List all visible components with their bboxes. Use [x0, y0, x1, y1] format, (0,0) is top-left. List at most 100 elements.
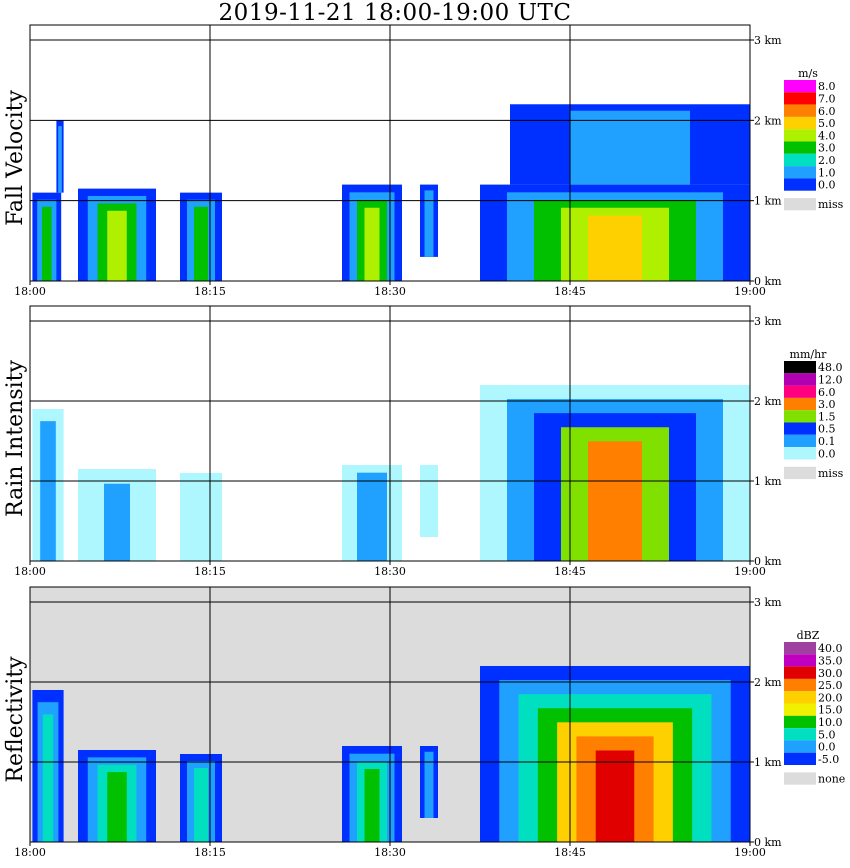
legend-label: 0.0 — [818, 179, 836, 192]
chart-title: 2019-11-21 18:00-19:00 UTC — [218, 0, 572, 26]
echo-layer — [40, 421, 56, 561]
echo-region — [78, 188, 156, 281]
legend-swatch — [784, 715, 816, 729]
legend-label: 4.0 — [818, 129, 836, 142]
echo-layer — [588, 215, 642, 281]
panel-title: Fall Velocity — [3, 90, 28, 226]
x-tick-label: 18:15 — [194, 565, 226, 578]
legend-label: 5.0 — [818, 728, 836, 741]
legend-swatch — [784, 691, 816, 704]
legend-swatch — [784, 166, 816, 179]
legend-swatch — [784, 666, 816, 679]
echo-layer — [104, 483, 130, 561]
panel-title: Rain Intensity — [3, 359, 28, 516]
echo-region — [180, 754, 222, 842]
x-tick-label: 18:30 — [374, 565, 406, 578]
echo-region — [342, 184, 402, 281]
legend-label: 10.0 — [818, 716, 843, 729]
legend-swatch — [784, 373, 816, 386]
legend-label: -5.0 — [818, 753, 839, 766]
echo-layer — [364, 769, 380, 842]
echo-region — [32, 192, 62, 281]
legend-swatch — [784, 422, 816, 435]
legend-label: 0.0 — [818, 741, 836, 754]
legend-swatch — [784, 198, 816, 211]
legend-swatch — [784, 678, 816, 692]
y-tick-label: 3 km — [754, 315, 782, 328]
legend-label: 3.0 — [818, 398, 836, 411]
legend-swatch — [784, 728, 816, 741]
legend-label: 3.0 — [818, 142, 836, 155]
panel-title: Reflectivity — [3, 656, 28, 783]
x-tick-label: 19:00 — [734, 565, 766, 578]
echo-layer — [194, 206, 208, 281]
echo-region — [180, 473, 222, 561]
echo-layer — [107, 210, 127, 281]
x-tick-label: 18:00 — [14, 565, 46, 578]
echo-region — [56, 120, 64, 193]
legend-label: 6.0 — [818, 105, 836, 118]
legend-swatch — [784, 153, 816, 167]
legend-label: 15.0 — [818, 704, 843, 717]
echo-region — [180, 192, 222, 281]
legend-label: 35.0 — [818, 654, 843, 667]
legend-label: 20.0 — [818, 691, 843, 704]
legend-label: 6.0 — [818, 386, 836, 399]
panel-fall-velocity: 18:00 18:15 18:30 18:45 19:000 km 1 km 2 km 3 k… — [3, 24, 844, 298]
legend-swatch — [784, 752, 816, 765]
legend-unit: dBZ — [797, 629, 820, 642]
legend-swatch — [784, 642, 816, 655]
legend: m/s8.07.06.05.04.03.02.01.00.0 miss — [784, 67, 844, 211]
echo-layer — [42, 714, 54, 842]
echo-layer — [420, 465, 438, 537]
legend-swatch — [784, 434, 816, 448]
echo-layer — [357, 472, 387, 561]
x-tick-label: 18:00 — [14, 285, 46, 298]
legend-label: 48.0 — [818, 361, 843, 374]
echo-layer — [42, 206, 52, 281]
echo-region — [32, 690, 64, 842]
echo-layer — [194, 768, 208, 842]
echo-layer — [424, 751, 434, 818]
x-tick-label: 18:15 — [194, 285, 226, 298]
y-tick-label: 1 km — [754, 475, 782, 488]
legend-swatch — [784, 178, 816, 191]
grid — [30, 306, 750, 561]
grid — [30, 587, 750, 842]
legend-swatch — [784, 397, 816, 411]
legend-swatch — [784, 740, 816, 753]
legend-label: 0.5 — [818, 423, 836, 436]
legend-label: 12.0 — [818, 373, 843, 386]
legend-label: 7.0 — [818, 92, 836, 105]
echo-region — [342, 746, 402, 842]
legend-label: 30.0 — [818, 667, 843, 680]
echo-region — [420, 184, 438, 257]
y-tick-label: 0 km — [754, 555, 782, 568]
echo-layer — [588, 441, 642, 561]
legend-label: 25.0 — [818, 679, 843, 692]
legend-swatch — [784, 385, 816, 398]
y-tick-label: 2 km — [754, 395, 782, 408]
panel-reflectivity: 18:00 18:15 18:30 18:45 19:000 km 1 km 2 km 3 k… — [3, 586, 845, 859]
legend-swatch — [784, 92, 816, 105]
echo-region — [32, 409, 64, 561]
legend-swatch — [784, 772, 816, 785]
legend-label: 5.0 — [818, 117, 836, 130]
echo-region — [342, 465, 402, 561]
echo-layer — [107, 772, 127, 842]
legend-swatch — [784, 116, 816, 130]
legend-unit: mm/hr — [790, 348, 828, 361]
echo-layer — [424, 190, 434, 257]
legend-label: miss — [818, 198, 844, 211]
legend-swatch — [784, 361, 816, 374]
echo-region — [480, 385, 750, 561]
x-tick-label: 18:45 — [554, 846, 586, 859]
echo-region — [78, 469, 156, 561]
legend-label: miss — [818, 467, 844, 480]
legend-label: none — [818, 773, 845, 786]
x-tick-label: 18:00 — [14, 846, 46, 859]
legend-swatch — [784, 104, 816, 117]
legend-swatch — [784, 141, 816, 154]
y-tick-label: 0 km — [754, 836, 782, 849]
y-tick-label: 1 km — [754, 756, 782, 769]
